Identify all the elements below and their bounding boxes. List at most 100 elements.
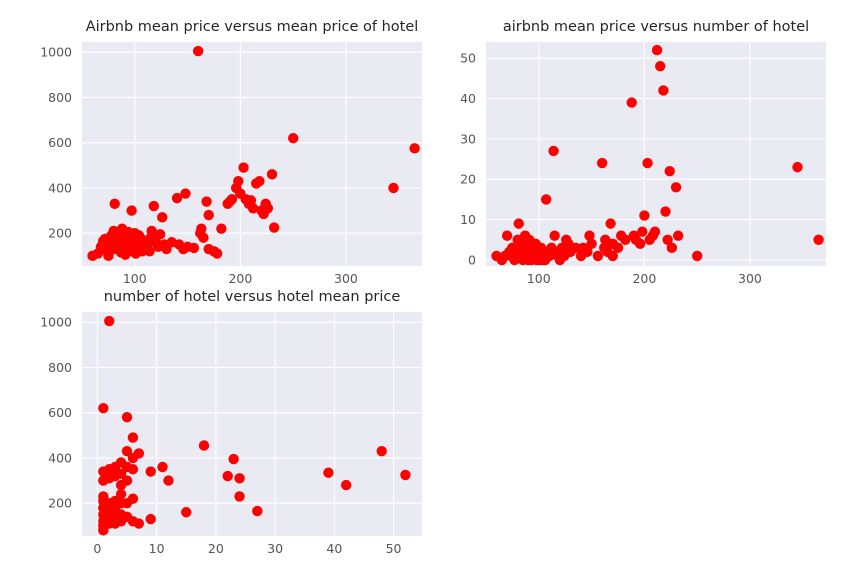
panel-airbnb-vs-number-of-hotel: 100 200 300 0 10 20 30 40 50 airbnb mean price v… xyxy=(460,19,826,286)
x-tick-label: 20 xyxy=(208,541,224,556)
data-point xyxy=(234,473,245,484)
data-point xyxy=(649,226,661,237)
data-point xyxy=(233,175,244,187)
data-point xyxy=(605,218,616,229)
data-point xyxy=(655,61,666,72)
x-tick-label: 100 xyxy=(527,271,551,286)
data-point xyxy=(98,525,109,536)
data-point xyxy=(254,175,265,187)
chart-title-1: Airbnb mean price versus mean price of h… xyxy=(86,19,419,35)
data-point xyxy=(666,242,678,254)
tick-labels-1: 100 200 300 200 400 600 800 1000 xyxy=(40,45,358,286)
data-point xyxy=(691,250,703,262)
data-point xyxy=(180,188,191,199)
y-tick-label: 800 xyxy=(48,90,72,105)
x-tick-label: 100 xyxy=(123,271,147,286)
x-tick-label: 300 xyxy=(738,271,762,286)
data-point xyxy=(104,315,115,327)
data-point xyxy=(586,238,597,250)
y-tick-label: 50 xyxy=(460,51,476,66)
data-point xyxy=(192,45,204,57)
data-point xyxy=(262,203,274,214)
data-point xyxy=(540,194,552,205)
points-3 xyxy=(98,315,411,536)
data-point xyxy=(126,205,137,216)
data-point xyxy=(570,242,581,254)
panel-airbnb-vs-hotel-mean-price: 100 200 300 200 400 600 800 1000 Airbnb mean pr… xyxy=(40,19,422,286)
y-tick-label: 1000 xyxy=(40,45,72,60)
data-point xyxy=(549,230,560,241)
data-point xyxy=(211,248,223,259)
data-point xyxy=(513,218,524,229)
data-point xyxy=(813,234,824,245)
data-point xyxy=(133,448,145,459)
data-point xyxy=(196,223,207,234)
data-point xyxy=(658,85,669,96)
data-point xyxy=(660,206,671,217)
data-point xyxy=(626,97,637,108)
data-point xyxy=(584,230,595,241)
chart-title-2: airbnb mean price versus number of hotel xyxy=(503,19,809,35)
data-point xyxy=(612,242,624,254)
data-point xyxy=(188,242,200,254)
data-point xyxy=(582,246,593,258)
x-tick-label: 30 xyxy=(267,541,283,556)
data-point xyxy=(115,488,127,500)
data-point xyxy=(121,412,133,423)
data-point xyxy=(234,491,245,502)
data-point xyxy=(109,198,120,209)
x-tick-label: 0 xyxy=(93,541,101,556)
data-point xyxy=(548,145,559,157)
data-point xyxy=(252,505,263,517)
plot-area-3 xyxy=(82,312,422,536)
y-tick-label: 0 xyxy=(468,252,476,267)
chart-title-3: number of hotel versus hotel mean price xyxy=(104,289,401,305)
data-point xyxy=(144,246,155,257)
data-point xyxy=(121,475,133,486)
x-tick-label: 200 xyxy=(632,271,656,286)
data-point xyxy=(157,461,168,473)
y-tick-label: 800 xyxy=(48,360,72,375)
y-tick-label: 600 xyxy=(48,135,72,150)
data-point xyxy=(163,475,174,486)
data-point xyxy=(664,165,675,177)
data-point xyxy=(266,169,278,180)
panel-number-of-hotel-vs-hotel-mean-price: 0 10 20 30 40 50 200 400 600 800 1000 number of ho… xyxy=(40,289,422,556)
data-point xyxy=(171,192,183,204)
data-point xyxy=(388,182,399,194)
data-point xyxy=(620,234,631,245)
data-point xyxy=(409,143,420,154)
tick-labels-2: 100 200 300 0 10 20 30 40 50 xyxy=(460,51,762,286)
y-tick-label: 1000 xyxy=(40,315,72,330)
data-point xyxy=(607,250,618,262)
data-point xyxy=(376,445,387,457)
data-point xyxy=(203,209,214,221)
x-tick-label: 300 xyxy=(334,271,358,286)
data-point xyxy=(146,225,157,237)
y-tick-label: 10 xyxy=(460,212,476,227)
data-point xyxy=(127,432,139,443)
y-tick-label: 400 xyxy=(48,450,72,465)
data-point xyxy=(228,453,239,465)
data-point xyxy=(238,162,249,173)
data-point xyxy=(340,479,352,491)
data-point xyxy=(216,223,227,234)
data-point xyxy=(98,402,109,414)
y-tick-label: 200 xyxy=(48,226,72,241)
data-point xyxy=(637,226,648,237)
y-tick-label: 200 xyxy=(48,496,72,511)
data-point xyxy=(400,469,411,481)
data-point xyxy=(287,132,299,144)
data-point xyxy=(672,230,684,241)
data-point xyxy=(501,230,513,241)
x-tick-label: 40 xyxy=(326,541,342,556)
points-2 xyxy=(491,44,824,266)
y-tick-label: 40 xyxy=(460,91,476,106)
x-tick-label: 50 xyxy=(386,541,402,556)
y-tick-label: 20 xyxy=(460,172,476,187)
data-point xyxy=(245,195,257,206)
data-point xyxy=(268,222,280,233)
tick-labels-3: 0 10 20 30 40 50 200 400 600 800 1000 xyxy=(40,315,401,556)
data-point xyxy=(670,182,682,193)
